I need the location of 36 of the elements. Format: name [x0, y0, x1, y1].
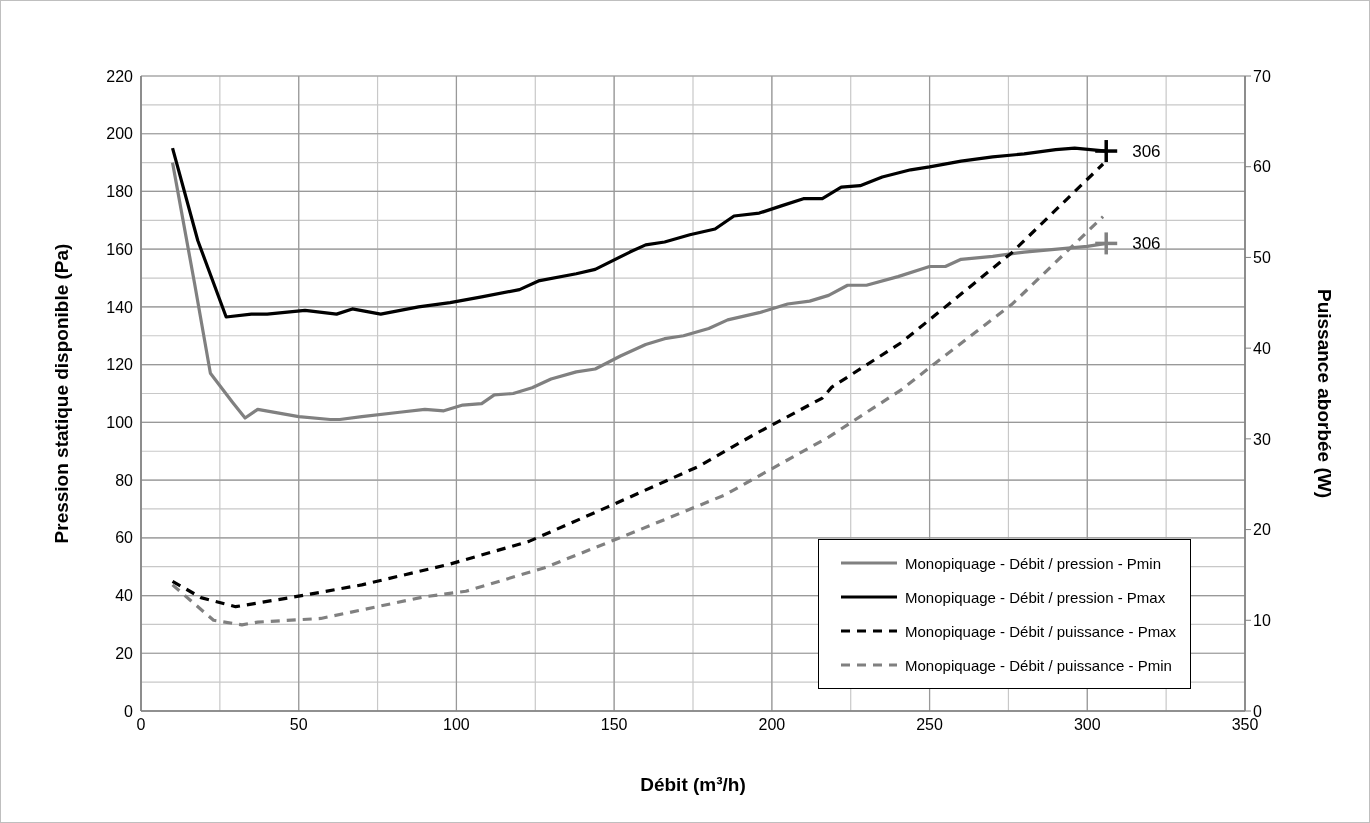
y-axis-title: Pression statique disponible (Pa) — [50, 243, 72, 544]
y2-axis-title: Puissance aborbée (W) — [1314, 288, 1336, 499]
x-tick-label: 300 — [1073, 716, 1101, 734]
y-tick-label: 0 — [124, 702, 134, 720]
y-tick-label: 200 — [106, 125, 134, 143]
x-tick-label: 200 — [758, 716, 786, 734]
legend-label: Monopiquage - Débit / pression - Pmax — [905, 588, 1166, 606]
x-tick-label: 50 — [289, 716, 308, 734]
y2-tick-label: 50 — [1253, 249, 1271, 267]
y2-tick-label: 40 — [1253, 339, 1271, 357]
y-tick-label: 80 — [115, 471, 134, 489]
y2-tick-label: 10 — [1253, 611, 1271, 629]
y2-tick-label: 60 — [1253, 158, 1271, 176]
annotation: 306 — [1132, 142, 1161, 162]
y2-tick-label: 70 — [1253, 67, 1271, 85]
y-tick-label: 20 — [115, 644, 134, 662]
legend-label: Monopiquage - Débit / puissance - Pmax — [905, 622, 1176, 640]
x-tick-label: 150 — [600, 716, 628, 734]
y-tick-label: 100 — [106, 414, 134, 432]
x-axis-title: Débit (m³/h) — [640, 774, 746, 795]
x-tick-label: 100 — [443, 716, 470, 734]
y-tick-label: 40 — [115, 587, 134, 605]
x-tick-label: 0 — [136, 716, 146, 734]
x-tick-label: 350 — [1231, 716, 1259, 734]
annotation: 306 — [1132, 234, 1161, 254]
y-tick-label: 220 — [106, 67, 134, 85]
y2-tick-label: 30 — [1253, 430, 1271, 448]
y-tick-label: 120 — [106, 356, 134, 374]
legend-label: Monopiquage - Débit / puissance - Pmin — [905, 656, 1172, 674]
y-tick-label: 140 — [106, 298, 134, 316]
legend-label: Monopiquage - Débit / pression - Pmin — [905, 554, 1161, 572]
y-tick-label: 60 — [115, 529, 134, 547]
y2-tick-label: 20 — [1253, 521, 1271, 539]
x-tick-label: 250 — [916, 716, 944, 734]
y-tick-label: 160 — [106, 240, 134, 258]
y-tick-label: 180 — [106, 183, 134, 201]
